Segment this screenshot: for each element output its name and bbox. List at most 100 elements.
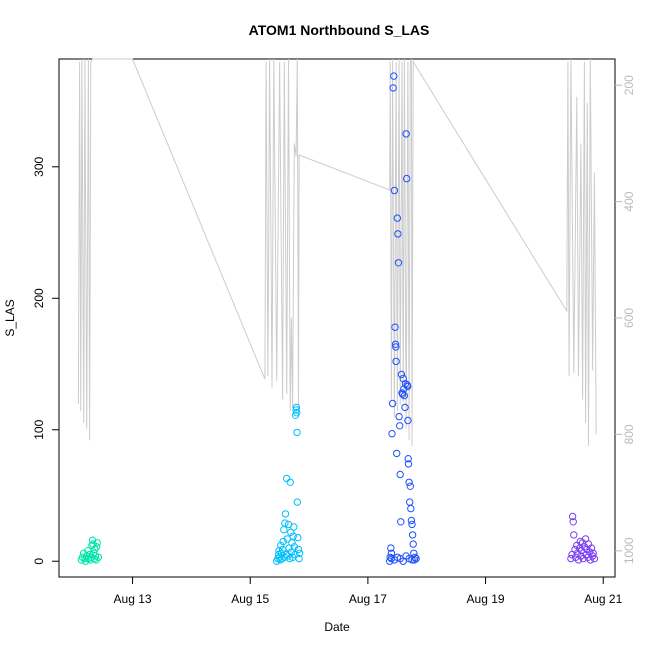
data-point	[404, 460, 413, 468]
y-axis: 0 100 200 300	[32, 156, 59, 565]
data-point	[393, 449, 401, 458]
data-point	[84, 547, 92, 555]
data-point	[293, 498, 301, 506]
data-point	[393, 214, 401, 222]
data-point	[590, 554, 599, 563]
data-point	[387, 544, 395, 552]
point-layer	[77, 72, 599, 565]
y-axis-right: 200 400 600 800 1000	[615, 75, 636, 564]
data-point	[93, 543, 101, 551]
data-point	[290, 523, 298, 531]
data-point	[401, 403, 409, 412]
data-point	[406, 482, 414, 490]
data-point	[392, 357, 400, 366]
data-point	[403, 382, 412, 391]
data-point	[388, 399, 397, 408]
data-point	[295, 554, 303, 563]
data-point	[294, 545, 303, 554]
data-point	[567, 554, 575, 563]
line-series	[77, 58, 597, 447]
y-tick-label: 100	[32, 419, 46, 439]
series-2	[273, 403, 304, 565]
x-tick-label: Aug 17	[349, 592, 387, 606]
x-tick-label: Aug 19	[467, 592, 505, 606]
data-point	[407, 504, 415, 513]
data-point	[390, 186, 399, 195]
y-tick-label: 300	[32, 156, 46, 176]
data-point	[93, 539, 101, 547]
y-tick-label: 200	[32, 288, 46, 308]
data-point	[402, 130, 410, 138]
x-tick-label: Aug 15	[231, 592, 269, 606]
data-point	[396, 422, 404, 430]
data-point	[394, 230, 402, 238]
data-point	[577, 552, 585, 560]
data-point	[280, 526, 288, 534]
x-tick-label: Aug 13	[114, 592, 152, 606]
y2-tick-label: 400	[622, 191, 636, 211]
y2-tick-label: 1000	[622, 537, 636, 564]
data-point	[408, 520, 416, 529]
data-point	[587, 544, 596, 552]
data-point	[569, 518, 577, 526]
data-point	[281, 519, 289, 527]
data-point	[411, 553, 419, 561]
data-point	[292, 403, 301, 412]
data-point	[404, 455, 412, 463]
data-point	[293, 409, 301, 417]
x-axis: Aug 13 Aug 15 Aug 17 Aug 19 Aug 21	[114, 577, 623, 606]
y2-tick-label: 200	[622, 75, 636, 95]
data-point	[392, 343, 400, 351]
data-point	[277, 541, 285, 550]
data-point	[391, 323, 399, 331]
data-point	[389, 84, 397, 92]
data-point	[92, 556, 100, 564]
data-point	[589, 549, 597, 557]
data-point	[407, 516, 416, 525]
data-point	[397, 370, 406, 379]
chart-title: ATOM1 Northbound S_LAS	[249, 22, 430, 38]
series-1	[77, 536, 103, 565]
data-point	[403, 174, 411, 183]
data-point	[408, 531, 417, 539]
data-point	[291, 550, 299, 559]
data-point	[294, 533, 302, 542]
data-point	[390, 72, 398, 80]
data-point	[286, 478, 294, 486]
y-axis-label: S_LAS	[3, 299, 17, 336]
data-point	[574, 556, 583, 564]
y-tick-label: 0	[32, 558, 46, 565]
data-point	[409, 540, 417, 548]
x-tick-label: Aug 21	[584, 592, 622, 606]
data-point	[388, 430, 396, 438]
data-point	[412, 554, 420, 563]
data-point	[568, 512, 577, 521]
data-point	[281, 510, 290, 518]
data-point	[94, 553, 103, 561]
data-point	[293, 428, 301, 437]
data-point	[387, 549, 396, 557]
data-point	[398, 390, 407, 398]
data-point	[397, 518, 405, 526]
data-point	[289, 532, 297, 540]
data-point	[279, 537, 287, 546]
x-axis-label: Date	[324, 620, 350, 634]
data-point	[405, 478, 413, 486]
y2-tick-label: 800	[622, 424, 636, 444]
data-point	[570, 531, 578, 539]
data-point	[396, 470, 404, 479]
data-point	[283, 474, 291, 483]
plot-frame	[58, 58, 616, 578]
data-point	[394, 259, 403, 267]
data-point	[395, 412, 403, 421]
line-layer	[77, 58, 597, 447]
data-point	[404, 416, 412, 425]
data-point	[295, 549, 304, 557]
data-point	[283, 535, 291, 543]
series-4	[567, 512, 599, 564]
data-point	[400, 391, 409, 400]
data-point	[391, 340, 400, 348]
data-point	[292, 406, 300, 414]
data-point	[586, 556, 594, 564]
